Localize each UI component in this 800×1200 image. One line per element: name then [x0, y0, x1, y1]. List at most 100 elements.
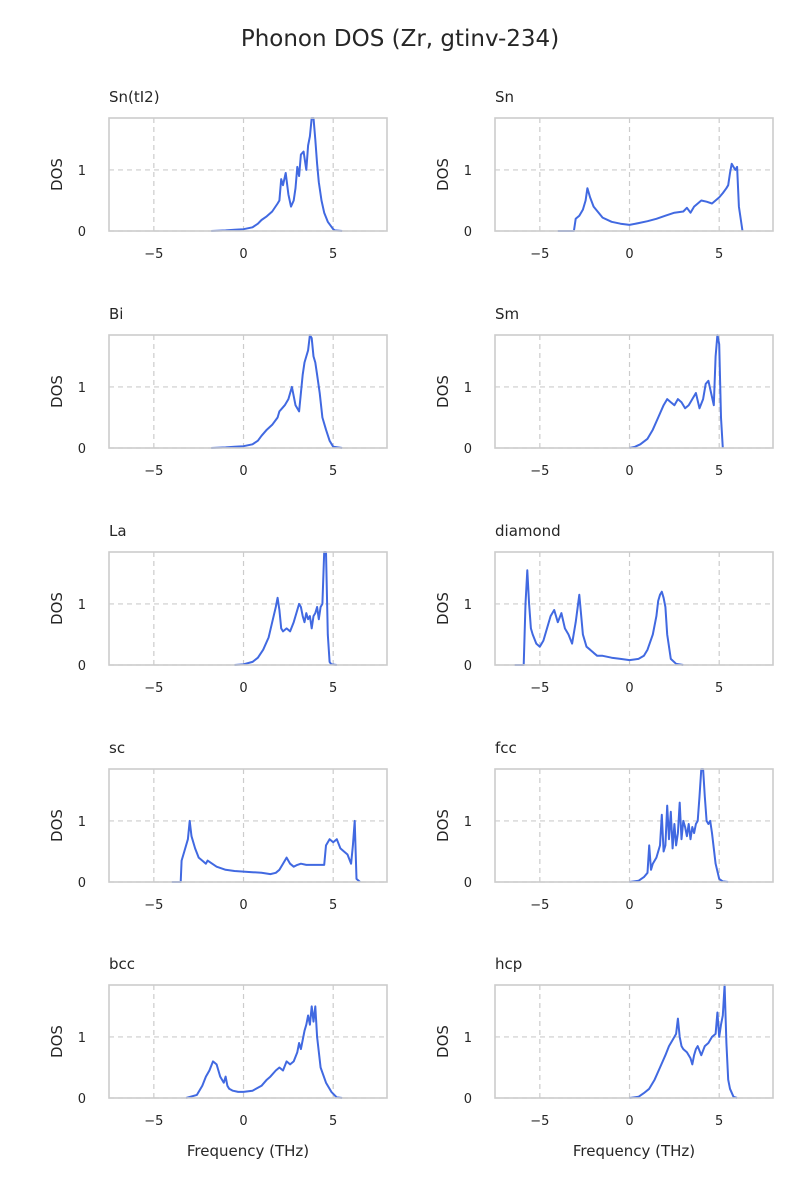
y-axis-label: DOS	[434, 375, 452, 408]
dos-series-line	[557, 162, 744, 232]
x-tick-label: 5	[715, 681, 723, 696]
panel-title: Sn(tI2)	[109, 88, 160, 106]
y-tick-label: 1	[464, 598, 472, 613]
y-tick-label: 1	[464, 164, 472, 179]
y-axis-label: DOS	[434, 592, 452, 625]
plot-frame	[108, 334, 388, 449]
y-tick-label: 1	[78, 815, 86, 830]
x-tick-label: −5	[530, 1114, 549, 1129]
dos-series-line	[629, 768, 729, 883]
panel-9: bcc −5 0 5 0 1 DOS Frequency (THz)	[48, 955, 388, 1160]
y-tick-label: 1	[464, 815, 472, 830]
y-tick-label: 0	[464, 442, 472, 457]
y-tick-label: 0	[464, 876, 472, 891]
x-tick-label: −5	[144, 464, 163, 479]
y-axis-label: DOS	[48, 375, 66, 408]
x-tick-label: −5	[530, 681, 549, 696]
x-tick-label: −5	[144, 247, 163, 262]
y-axis-label: DOS	[48, 809, 66, 842]
x-tick-label: 0	[239, 247, 247, 262]
x-tick-label: 5	[715, 464, 723, 479]
panel-title: hcp	[495, 955, 522, 973]
plot-frame	[108, 768, 388, 883]
y-tick-label: 0	[78, 876, 86, 891]
dos-series-line	[514, 569, 684, 666]
panel-title: La	[109, 522, 127, 540]
y-tick-label: 0	[78, 659, 86, 674]
dos-series-line	[211, 117, 343, 232]
panel-7: sc −5 0 5 0 1 DOS	[48, 739, 388, 913]
x-tick-label: 5	[715, 1114, 723, 1129]
x-tick-label: 5	[329, 1114, 337, 1129]
y-tick-label: 1	[78, 598, 86, 613]
x-tick-label: 5	[329, 247, 337, 262]
y-axis-label: DOS	[434, 1025, 452, 1058]
x-tick-label: 5	[715, 247, 723, 262]
x-tick-label: 5	[329, 681, 337, 696]
x-tick-label: 5	[715, 898, 723, 913]
x-tick-label: 0	[239, 464, 247, 479]
plot-frame	[494, 551, 774, 666]
plot-frame	[108, 117, 388, 232]
plot-frame	[108, 984, 388, 1099]
panel-title: diamond	[495, 522, 561, 540]
dos-series-line	[629, 984, 738, 1099]
x-tick-label: 0	[239, 681, 247, 696]
x-tick-label: −5	[530, 464, 549, 479]
x-axis-label: Frequency (THz)	[573, 1142, 695, 1160]
x-tick-label: 5	[329, 464, 337, 479]
y-axis-label: DOS	[48, 1025, 66, 1058]
dos-series-line	[629, 334, 724, 449]
y-tick-label: 1	[78, 1031, 86, 1046]
y-tick-label: 1	[78, 381, 86, 396]
plot-frame	[494, 117, 774, 232]
plot-frame	[494, 768, 774, 883]
panel-8: fcc −5 0 5 0 1 DOS	[434, 739, 774, 913]
panel-5: La −5 0 5 0 1 DOS	[48, 522, 388, 696]
y-tick-label: 0	[464, 659, 472, 674]
panel-2: Sn −5 0 5 0 1 DOS	[434, 88, 774, 262]
y-axis-label: DOS	[48, 158, 66, 191]
panel-title: Sm	[495, 305, 519, 323]
y-tick-label: 0	[78, 225, 86, 240]
y-tick-label: 1	[464, 1031, 472, 1046]
y-axis-label: DOS	[434, 158, 452, 191]
x-tick-label: 0	[239, 898, 247, 913]
panel-1: Sn(tI2) −5 0 5 0 1 DOS	[48, 88, 388, 262]
panel-4: Sm −5 0 5 0 1 DOS	[434, 305, 774, 479]
x-tick-label: 0	[625, 464, 633, 479]
x-tick-label: −5	[144, 898, 163, 913]
plot-frame	[108, 551, 388, 666]
y-axis-label: DOS	[48, 592, 66, 625]
x-axis-label: Frequency (THz)	[187, 1142, 309, 1160]
y-tick-label: 1	[464, 381, 472, 396]
x-tick-label: 5	[329, 898, 337, 913]
figure-title: Phonon DOS (Zr, gtinv-234)	[241, 26, 559, 52]
y-axis-label: DOS	[434, 809, 452, 842]
plot-frame	[494, 334, 774, 449]
y-tick-label: 0	[464, 1092, 472, 1107]
x-tick-label: −5	[144, 1114, 163, 1129]
dos-series-line	[185, 1005, 343, 1099]
panel-title: Sn	[495, 88, 514, 106]
y-tick-label: 0	[78, 442, 86, 457]
y-tick-label: 0	[78, 1092, 86, 1107]
y-tick-label: 1	[78, 164, 86, 179]
x-tick-label: 0	[625, 247, 633, 262]
panel-title: Bi	[109, 305, 123, 323]
dos-series-line	[211, 334, 343, 449]
panel-3: Bi −5 0 5 0 1 DOS	[48, 305, 388, 479]
y-tick-label: 0	[464, 225, 472, 240]
x-tick-label: 0	[239, 1114, 247, 1129]
panel-title: fcc	[495, 739, 517, 757]
panel-title: sc	[109, 739, 125, 757]
dos-series-line	[234, 551, 337, 666]
plot-frame	[494, 984, 774, 1099]
panel-title: bcc	[109, 955, 135, 973]
x-tick-label: 0	[625, 1114, 633, 1129]
panel-10: hcp −5 0 5 0 1 DOS Frequency (THz)	[434, 955, 774, 1160]
panel-6: diamond −5 0 5 0 1 DOS	[434, 522, 774, 696]
